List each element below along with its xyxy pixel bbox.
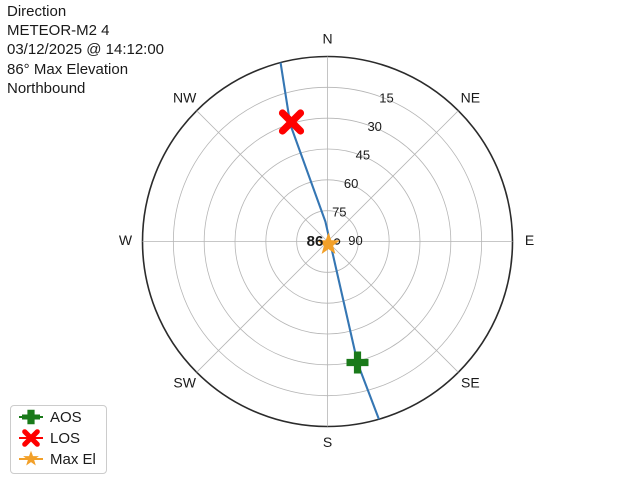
svg-text:60: 60 xyxy=(344,176,358,191)
svg-text:NW: NW xyxy=(173,90,197,106)
svg-text:W: W xyxy=(119,232,133,248)
svg-text:S: S xyxy=(323,434,332,450)
svg-text:45: 45 xyxy=(356,147,370,162)
svg-text:N: N xyxy=(322,31,332,47)
svg-text:SW: SW xyxy=(173,375,196,391)
svg-text:90: 90 xyxy=(348,233,362,248)
svg-text:E: E xyxy=(525,232,534,248)
svg-text:86: 86 xyxy=(307,233,324,250)
svg-text:30: 30 xyxy=(367,119,381,134)
svg-text:15: 15 xyxy=(379,91,393,106)
svg-text:SE: SE xyxy=(461,375,480,391)
svg-text:NE: NE xyxy=(461,90,480,106)
svg-text:75: 75 xyxy=(332,204,346,219)
